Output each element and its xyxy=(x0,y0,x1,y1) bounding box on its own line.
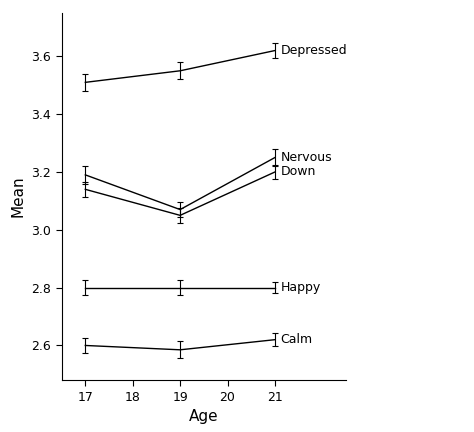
Text: Down: Down xyxy=(281,165,316,178)
Text: Nervous: Nervous xyxy=(281,151,332,164)
Text: Calm: Calm xyxy=(281,333,313,346)
X-axis label: Age: Age xyxy=(189,409,219,424)
Text: Depressed: Depressed xyxy=(281,44,347,57)
Text: Happy: Happy xyxy=(281,281,321,294)
Y-axis label: Mean: Mean xyxy=(11,176,26,217)
